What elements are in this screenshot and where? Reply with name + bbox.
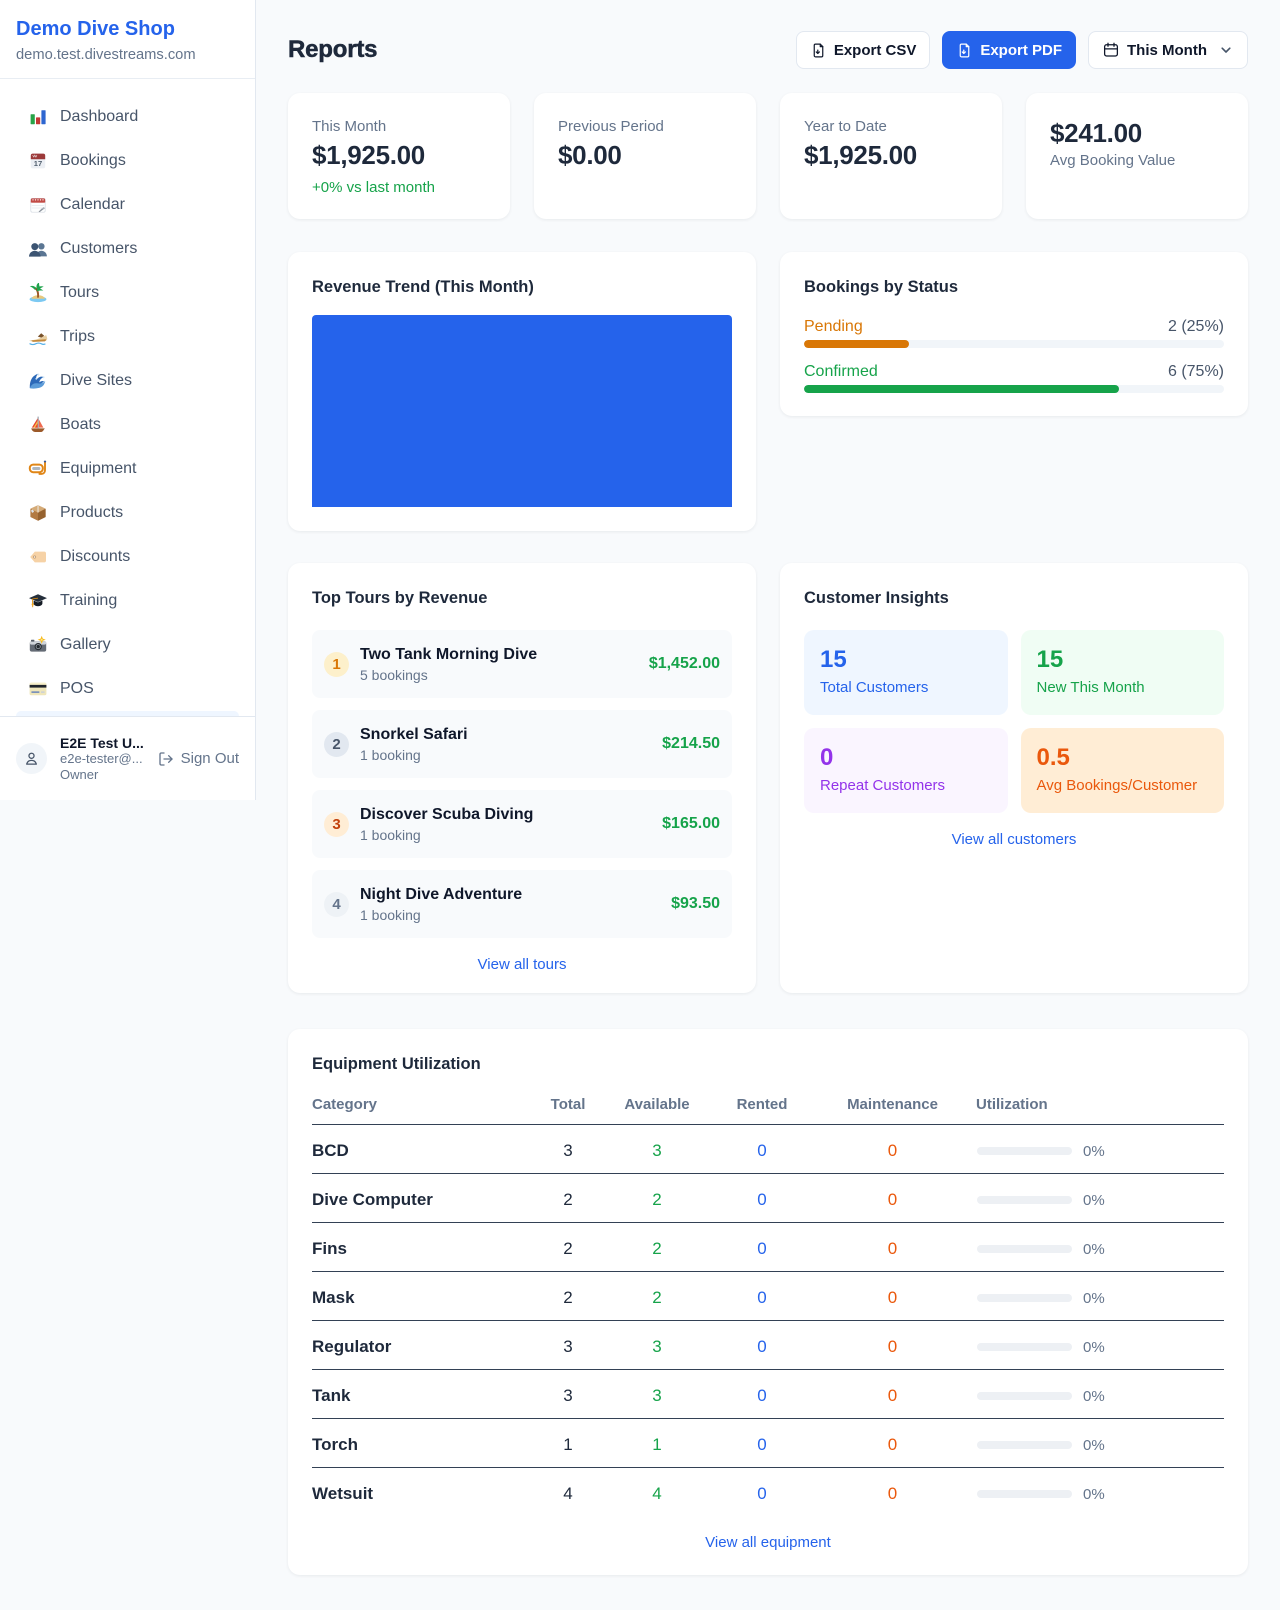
svg-text:17: 17 [34, 159, 42, 168]
